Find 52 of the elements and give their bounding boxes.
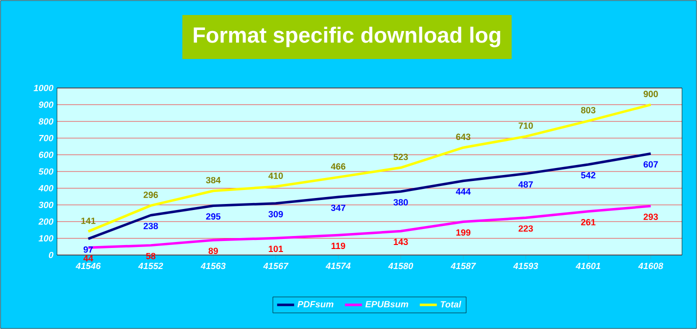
data-label: 384: [206, 176, 221, 184]
data-label: 710: [518, 122, 533, 129]
data-label: 101: [268, 246, 283, 252]
x-tick-label: 41574: [326, 262, 351, 270]
x-tick-label: 41546: [76, 262, 101, 270]
x-tick-label: 41593: [513, 262, 538, 270]
data-label: 380: [393, 199, 408, 206]
data-label: 542: [581, 172, 596, 178]
y-tick-label: 300: [38, 202, 54, 208]
data-label: 523: [394, 154, 408, 160]
data-label: 295: [206, 213, 220, 220]
data-label: 143: [394, 238, 408, 246]
legend-label: Total: [440, 300, 462, 308]
data-label: 223: [518, 225, 533, 232]
x-tick-label: 41587: [450, 262, 476, 270]
data-label: 296: [144, 192, 158, 198]
x-tick-label: 41552: [138, 262, 164, 270]
data-label: 119: [332, 242, 346, 250]
y-tick-label: 0: [48, 252, 54, 258]
y-tick-label: 900: [38, 102, 54, 108]
legend-label: PDFsum: [298, 301, 334, 308]
x-tick-label: 41567: [263, 262, 289, 270]
data-label: 900: [644, 90, 658, 98]
data-label: 347: [330, 204, 346, 211]
data-label: 487: [518, 181, 533, 188]
data-label: 410: [268, 172, 283, 179]
x-tick-label: 41563: [200, 262, 226, 270]
y-tick-label: 600: [38, 152, 54, 158]
x-tick-label: 41601: [576, 262, 600, 270]
data-label: 293: [644, 214, 658, 220]
y-tick-label: 1000: [34, 84, 54, 92]
data-label: 199: [456, 229, 470, 236]
data-label: 44: [83, 255, 94, 262]
chart-title: Format specific download log: [194, 26, 500, 48]
y-tick-label: 400: [38, 185, 54, 192]
x-tick-label: 41608: [638, 262, 664, 270]
y-tick-label: 200: [38, 218, 54, 225]
y-tick-label: 100: [38, 235, 54, 242]
data-label: 466: [330, 163, 346, 170]
data-label: 238: [144, 222, 158, 230]
y-tick-label: 800: [38, 118, 54, 125]
data-label: 309: [268, 210, 283, 218]
data-label: 803: [581, 106, 596, 114]
data-label: 444: [456, 188, 471, 195]
data-label: 89: [208, 248, 218, 254]
data-label: 97: [84, 246, 93, 253]
data-label: 643: [456, 134, 470, 140]
legend-label: EPUBsum: [365, 301, 408, 308]
data-label: 607: [644, 161, 658, 168]
y-tick-label: 500: [38, 168, 54, 175]
y-tick-label: 700: [39, 134, 54, 142]
x-tick-label: 41580: [388, 262, 414, 270]
